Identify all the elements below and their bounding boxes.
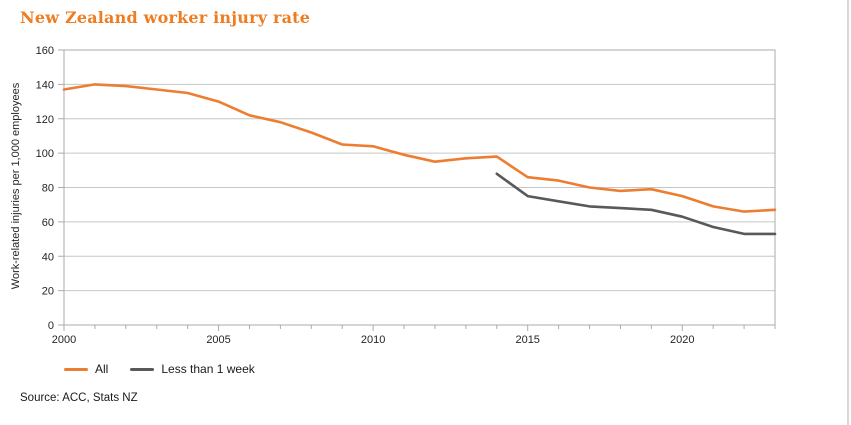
- all-series-swatch-icon: [64, 367, 88, 371]
- y-tick-label: 140: [36, 79, 54, 91]
- series-line-all: [62, 83, 777, 213]
- y-tick-label: 40: [42, 251, 54, 263]
- less-than-week-series-swatch-icon: [130, 367, 155, 371]
- x-tick-label: 2015: [515, 334, 539, 346]
- y-tick-label: 20: [42, 286, 54, 298]
- legend-item-less-than-1-week: Less than 1 week: [130, 362, 255, 376]
- legend-item-all: All: [64, 362, 108, 376]
- page-edge-line: [847, 0, 849, 425]
- legend-label-all: All: [95, 362, 109, 376]
- legend-label-less-than-1-week: Less than 1 week: [161, 362, 255, 376]
- y-tick-label: 0: [48, 320, 54, 332]
- y-tick-label: 100: [36, 148, 54, 160]
- y-tick-label: 60: [42, 217, 54, 229]
- source-note: Source: ACC, Stats NZ: [20, 392, 138, 404]
- y-tick-label: 120: [36, 114, 54, 126]
- y-tick-label: 80: [42, 183, 54, 195]
- y-tick-label: 160: [36, 45, 54, 57]
- series-line-less-than-1-week: [495, 172, 777, 236]
- x-tick-label: 2005: [206, 334, 230, 346]
- chart-legend: All Less than 1 week: [64, 360, 277, 378]
- chart-title: New Zealand worker injury rate: [20, 8, 311, 27]
- x-tick-label: 2000: [52, 334, 76, 346]
- x-tick-label: 2020: [670, 334, 694, 346]
- x-tick-label: 2010: [361, 334, 385, 346]
- injury-rate-line-chart: 0 20 40 60 80 100 120 140 160 2000 2005 2010 2015 202…: [36, 45, 777, 346]
